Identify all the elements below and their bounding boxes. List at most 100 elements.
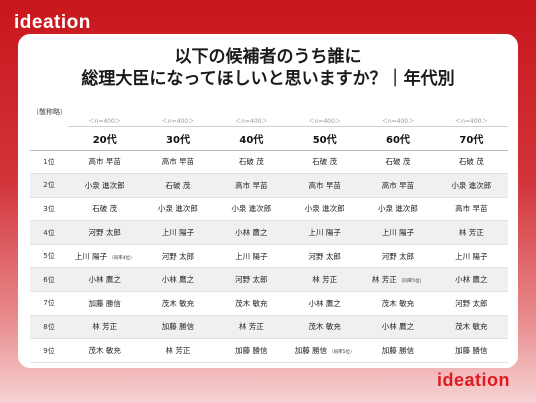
candidate-cell: 林 芳正 （同率5位） [361,267,435,293]
candidate-cell: 林 芳正 [141,338,215,363]
table-row: 3位 石破 茂 小泉 進次郎 小泉 進次郎 小泉 進次郎 小泉 進次郎 高市 早苗 [30,197,508,222]
candidate-name: 高市 早苗 [381,180,415,190]
rank-label: 8位 [30,315,68,340]
age-group-header: 40代 [214,126,288,151]
candidate-cell: 小林 鷹之 [68,267,142,293]
candidate-name: 小泉 進次郎 [231,204,272,214]
candidate-name: 小泉 進次郎 [158,204,198,214]
candidate-name: 石破 茂 [92,204,118,214]
candidate-cell: 林 芳正 [287,267,362,293]
table-row: 5位 上川 陽子 （同率4位） 河野 太郎 上川 陽子 河野 太郎 河野 太郎 上川 陽子 [30,244,508,269]
sample-size-label: ＜n=400＞ [68,112,142,127]
candidate-cell: 小林 鷹之 [141,267,215,293]
candidate-cell: 上川 陽子 [141,220,215,245]
candidate-name: 林 芳正 [458,228,484,238]
candidate-cell: 小林 鷹之 [361,315,435,340]
age-group-header: 50代 [287,126,362,151]
ranking-table: ＜n=400＞ ＜n=400＞ ＜n=400＞ ＜n=400＞ ＜n=400＞ … [30,112,508,363]
candidate-cell: 小泉 進次郎 [68,173,142,198]
candidate-cell: 茂木 敏充 [214,291,288,316]
candidate-cell: 加藤 勝信 [214,338,288,363]
candidate-cell: 加藤 勝信 [141,315,215,340]
candidate-cell: 茂木 敏充 [68,338,142,363]
candidate-cell: 林 芳正 [214,315,288,340]
candidate-cell: 高市 早苗 [434,197,508,222]
age-group-header: 20代 [68,126,142,151]
table-row: 2位 小泉 進次郎 石破 茂 高市 早苗 高市 早苗 高市 早苗 小泉 進次郎 [30,173,508,198]
candidate-name: 小泉 進次郎 [304,204,345,214]
sample-size-row: ＜n=400＞ ＜n=400＞ ＜n=400＞ ＜n=400＞ ＜n=400＞ … [30,112,508,127]
candidate-cell: 河野 太郎 [214,267,288,293]
candidate-name: 高市 早苗 [308,180,341,190]
sample-size-label: ＜n=400＞ [361,112,435,127]
candidate-cell: 上川 陽子 [214,244,288,269]
candidate-name: 河野 太郎 [161,251,195,261]
candidate-name: 茂木 敏充 [88,346,121,356]
honorific-omitted-note: （敬称略） [32,108,67,116]
candidate-name: 上川 陽子 [161,228,195,238]
ideation-logo-top: ideation [14,12,91,33]
ideation-logo-bottom: ideation [436,370,510,390]
rank-label: 7位 [30,291,68,316]
candidate-name: 林 芳正 [238,322,264,332]
table-row: 4位 河野 太郎 上川 陽子 小林 鷹之 上川 陽子 上川 陽子 林 芳正 [30,220,508,245]
candidate-cell: 河野 太郎 [287,244,362,269]
ranking-table-body: 1位 高市 早苗 高市 早苗 石破 茂石破 茂石破 茂石破 茂 2位 小泉 進次郎 石破 茂… [30,150,508,363]
tie-note: （同率5位） [398,279,425,285]
tie-note: （同率4位） [109,255,135,261]
candidate-name: 小泉 進次郎 [84,180,125,190]
candidate-cell: 河野 太郎 [434,291,508,316]
candidate-name: 林 芳正 [371,275,397,285]
candidate-cell: 石破 茂 [361,150,435,175]
candidate-cell: 河野 太郎 [141,244,215,269]
rank-label: 1位 [30,150,68,175]
candidate-cell: 林 芳正 [68,315,142,340]
candidate-cell: 高市 早苗 [361,173,435,198]
rank-label: 3位 [30,197,68,222]
candidate-cell: 小林 鷹之 [214,220,288,245]
rank-label: 4位 [30,220,68,245]
candidate-name: 上川 陽子 [455,251,488,261]
candidate-name: 茂木 敏充 [235,298,268,308]
age-group-header: 70代 [434,126,508,151]
rank-label: 5位 [30,244,68,269]
candidate-cell: 上川 陽子 [434,244,508,269]
table-row: 6位 小林 鷹之 小林 鷹之 河野 太郎林 芳正林 芳正 （同率5位） 小林 鷹之 [30,267,508,293]
candidate-cell: 茂木 敏充 [287,315,362,340]
candidate-cell: 高市 早苗 [287,173,362,198]
candidate-name: 林 芳正 [92,322,118,332]
rank-label: 6位 [30,267,68,293]
candidate-cell: 上川 陽子 [361,220,435,245]
rank-header-spacer [30,126,68,151]
candidate-cell: 高市 早苗 [214,173,288,198]
candidate-name: 加藤 勝信 [161,322,195,332]
candidate-name: 高市 早苗 [455,204,488,214]
candidate-cell: 茂木 敏充 [361,291,435,316]
table-row: 7位 加藤 勝信 茂木 敏充 茂木 敏充 小林 鷹之 茂木 敏充 河野 太郎 [30,291,508,316]
candidate-name: 河野 太郎 [381,251,415,261]
candidate-cell: 石破 茂 [141,173,215,198]
candidate-name: 石破 茂 [458,157,484,167]
candidate-name: 上川 陽子 [235,251,268,261]
table-row: 9位 茂木 敏充林 芳正 加藤 勝信 加藤 勝信 （同率5位） 加藤 勝信 加藤 勝信 [30,338,508,363]
candidate-name: 石破 茂 [385,157,411,167]
candidate-name: 小林 鷹之 [455,275,488,285]
candidate-name: 加藤 勝信 [88,298,121,308]
candidate-cell: 上川 陽子 （同率4位） [68,244,142,269]
candidate-name: 小林 鷹之 [381,322,415,332]
candidate-cell: 河野 太郎 [68,220,142,245]
candidate-name: 小林 鷹之 [88,275,121,285]
candidate-cell: 小泉 進次郎 [434,173,508,198]
candidate-name: 石破 茂 [238,157,264,167]
candidate-name: 茂木 敏充 [381,298,415,308]
title-line-1: 以下の候補者のうち誰に [174,47,362,67]
candidate-name: 茂木 敏充 [161,298,195,308]
candidate-cell: 石破 茂 [434,150,508,175]
candidate-name: 上川 陽子 [308,228,341,238]
age-group-header: 60代 [361,126,435,151]
rank-label: 2位 [30,173,68,198]
sample-size-label: ＜n=400＞ [434,112,508,127]
candidate-cell: 上川 陽子 [287,220,362,245]
candidate-cell: 加藤 勝信 [68,291,142,316]
candidate-name: 石破 茂 [165,180,191,190]
